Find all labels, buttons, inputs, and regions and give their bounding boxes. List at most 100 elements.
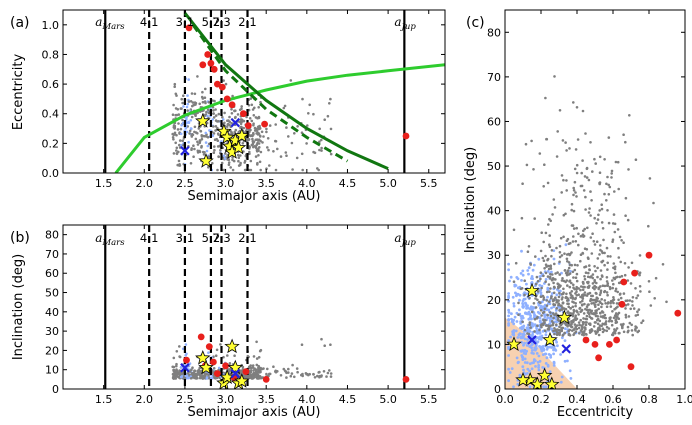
panel-a-bg-point (179, 132, 183, 136)
panel-a-bg-point (185, 105, 189, 109)
panel-c-bg-point (588, 315, 591, 319)
panel-c-bg-point (607, 183, 610, 187)
panel-c-bg-point (605, 305, 609, 309)
panel-c-bg-point (593, 265, 596, 268)
panel-c-bg-point (586, 281, 590, 285)
panel-c-bg-point (550, 320, 554, 323)
panel-c-bg-point (631, 300, 634, 303)
panel-a-bg-point (196, 143, 200, 146)
panel-a-bg-point (245, 115, 248, 119)
panel-a-bg-point (172, 138, 175, 141)
panel-c-bg-point-blue (526, 304, 529, 308)
panel-c-bg-point-blue (543, 315, 547, 319)
panel-c-bg-point (574, 191, 577, 194)
panel-c-bg-point-blue (539, 291, 543, 295)
panel-c-bg-point-blue (520, 317, 523, 320)
panel-a-xlabel: Semimajor axis (AU) (188, 189, 321, 204)
panel-a-bg-point (213, 145, 216, 148)
panel-c-bg-point (593, 157, 596, 161)
panel-a-bg-point (228, 115, 231, 119)
panel-a-bg-point (186, 94, 189, 97)
panel-c-xtick-label: 0.4 (568, 393, 586, 406)
panel-c-bg-point-blue (523, 348, 527, 352)
panel-c-bg-point (610, 319, 614, 323)
panel-a-bg-point (194, 137, 198, 141)
panel-c-bg-point-blue (521, 365, 525, 368)
panel-c-bg-point (542, 274, 545, 278)
panel-c-bg-point (607, 221, 611, 225)
panel-c-bg-point (565, 292, 568, 296)
panel-b-bg-point (228, 362, 232, 365)
panel-b-bg-point (240, 370, 243, 374)
panel-a-xtick-label: 5.0 (379, 177, 397, 190)
panel-c-bg-point-blue (522, 324, 526, 328)
panel-c-label: (c) (466, 15, 485, 31)
panel-a-bg-point (198, 141, 202, 144)
panel-c-bg-point (610, 323, 614, 327)
panel-c-bg-point (622, 133, 625, 136)
panel-b-bg-point (196, 371, 200, 375)
panel-c-bg-point (574, 240, 578, 243)
panel-c-bg-point (555, 298, 558, 302)
panel-c-bg-point (558, 244, 562, 248)
panel-c-bg-point (533, 317, 537, 321)
panel-b-bg-point (316, 374, 319, 378)
panel-c-bg-point (571, 305, 575, 309)
panel-c-bg-point-blue (512, 329, 516, 332)
panel-a-bg-point (248, 117, 252, 120)
panel-c-bg-point (583, 302, 586, 306)
panel-a-bg-point (196, 132, 199, 135)
panel-b-red-point (197, 333, 205, 341)
panel-c-bg-point (624, 313, 628, 317)
panel-c-bg-point (654, 276, 658, 280)
panel-b-ytick-label: 70 (45, 248, 59, 261)
panel-c-bg-point (590, 302, 593, 305)
panel-a-ytick-label: 0.6 (42, 78, 60, 91)
panel-a-bg-point (223, 111, 226, 115)
panel-b-bg-point (185, 352, 188, 356)
panel-a-red-point (214, 80, 221, 88)
panel-c-bg-point (616, 315, 619, 319)
panel-a-bg-point (293, 132, 296, 135)
panel-c-bg-point-blue (545, 308, 549, 312)
panel-c-bg-point (596, 322, 600, 326)
panel-c-bg-point (570, 263, 573, 267)
panel-a-curve-2 (191, 23, 349, 163)
panel-c-bg-point (557, 299, 560, 302)
panel-c-bg-point-blue (536, 336, 539, 340)
panel-c-bg-point (591, 170, 594, 173)
panel-b-bg-point (215, 348, 219, 352)
panel-a-bg-point (212, 112, 215, 115)
panel-c-bg-point (603, 316, 606, 320)
panel-c-red-point (627, 363, 635, 371)
panel-c-bg-point (552, 291, 556, 295)
panel-a-bg-point (181, 139, 184, 142)
panel-c-bg-point (582, 333, 585, 337)
panel-c-bg-point (564, 296, 567, 300)
panel-a-bg-point (205, 110, 208, 114)
panel-c-bg-point (612, 266, 615, 270)
panel-a-bg-point (289, 79, 293, 82)
panel-c-bg-point (562, 291, 565, 295)
panel-c-bg-point (589, 141, 592, 144)
panel-c-star-marker (515, 372, 531, 387)
panel-c-bg-point (557, 303, 560, 307)
panel-c-bg-point (553, 262, 556, 266)
panel-a-xtick-label: 2.5 (176, 177, 194, 190)
panel-a-bg-point (214, 129, 217, 132)
panel-c-bg-point (560, 174, 564, 177)
panel-c-bg-point-blue (530, 281, 534, 284)
panel-a-bg-point (274, 168, 278, 172)
panel-a-bg-point (207, 155, 210, 158)
panel-a-bg-point (178, 163, 181, 166)
panel-a-bg-point (171, 113, 175, 116)
panel-c-bg-point (588, 264, 591, 267)
panel-a-bg-point (239, 154, 242, 157)
panel-c-bg-point (565, 279, 569, 282)
panel-c-bg-point-blue (507, 314, 510, 318)
panel-c-bg-point (570, 290, 574, 293)
panel-a-bg-point (189, 162, 193, 165)
panel-c-bg-point (589, 311, 592, 314)
panel-c-bg-point (636, 313, 640, 317)
